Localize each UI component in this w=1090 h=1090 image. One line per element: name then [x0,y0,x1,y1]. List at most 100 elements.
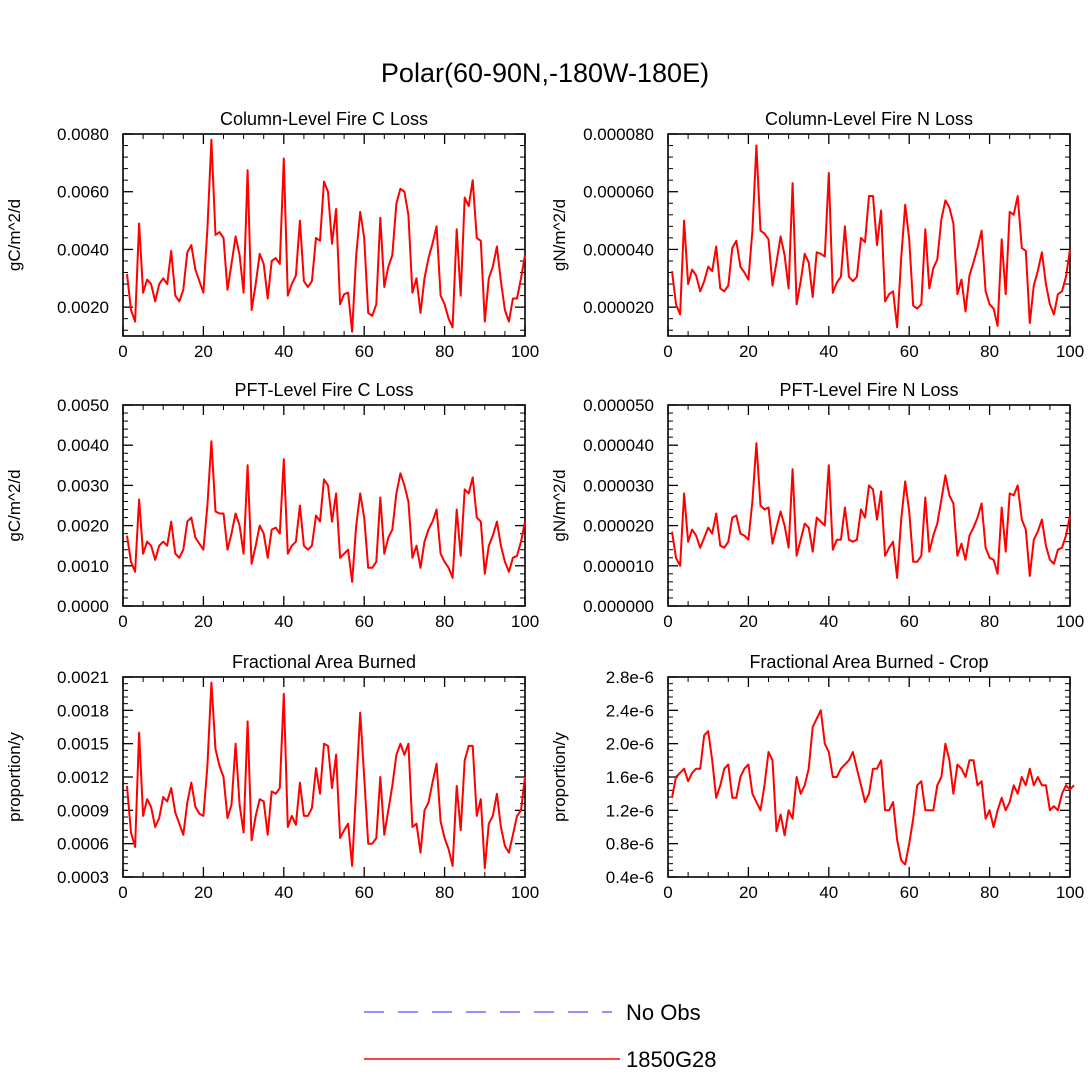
series-line-1850g28 [671,709,1075,866]
x-tick-label: 80 [435,612,454,631]
panel-title: Fractional Area Burned - Crop [749,652,988,672]
y-axis-label: gN/m^2/d [550,469,569,541]
y-tick-label: 0.0009 [57,801,109,820]
legend-label-no-obs: No Obs [626,1000,701,1025]
x-tick-label: 60 [900,612,919,631]
series-line-1850g28 [126,440,526,583]
x-tick-label: 20 [739,342,758,361]
plot-frame [667,676,1071,878]
series-line-1850g28 [671,442,1071,579]
x-tick-label: 60 [355,612,374,631]
y-tick-label: 0.0015 [57,735,109,754]
y-tick-label: 2.0e-6 [606,735,654,754]
x-tick-label: 0 [118,883,127,902]
x-tick-label: 0 [118,612,127,631]
plot-frame [122,133,526,337]
x-tick-label: 40 [819,883,838,902]
x-tick-label: 0 [663,883,672,902]
y-tick-label: 2.8e-6 [606,668,654,687]
x-tick-label: 80 [980,612,999,631]
x-tick-label: 0 [663,612,672,631]
panel-title: PFT-Level Fire C Loss [234,380,413,400]
panel-6: Fractional Area Burned - Crop proportion/… [550,652,1084,902]
y-tick-label: 0.0060 [57,183,109,202]
y-tick-label: 0.000050 [583,396,654,415]
y-tick-label: 0.4e-6 [606,868,654,887]
y-tick-label: 0.0050 [57,396,109,415]
x-tick-label: 20 [194,612,213,631]
y-tick-label: 0.0020 [57,517,109,536]
y-tick-label: 1.2e-6 [606,801,654,820]
y-tick-label: 0.000040 [583,240,654,259]
x-tick-label: 60 [900,883,919,902]
x-tick-label: 60 [900,342,919,361]
y-tick-label: 0.0040 [57,240,109,259]
y-tick-label: 0.0003 [57,868,109,887]
x-tick-label: 100 [511,612,539,631]
x-tick-label: 20 [194,883,213,902]
y-tick-label: 0.0010 [57,557,109,576]
y-axis-label: gN/m^2/d [550,199,569,271]
y-tick-label: 0.0080 [57,125,109,144]
y-tick-label: 2.4e-6 [606,701,654,720]
x-tick-label: 80 [435,342,454,361]
x-tick-label: 60 [355,342,374,361]
x-tick-label: 40 [819,342,838,361]
x-tick-label: 40 [274,883,293,902]
x-tick-label: 40 [274,612,293,631]
y-tick-label: 0.000030 [583,476,654,495]
panel-5: Fractional Area Burned proportion/y 0 20 40 6… [5,652,539,902]
y-tick-label: 0.0030 [57,476,109,495]
y-tick-label: 0.0021 [57,668,109,687]
y-tick-label: 0.000010 [583,557,654,576]
legend: No Obs 1850G28 [364,1000,717,1072]
x-tick-label: 20 [739,883,758,902]
panel-title: Column-Level Fire N Loss [765,109,973,129]
y-tick-label: 0.0012 [57,768,109,787]
x-tick-label: 80 [435,883,454,902]
panel-title: Column-Level Fire C Loss [220,109,428,129]
panel-1: Column-Level Fire C Loss gC/m^2/d 0 20 40 60 8… [5,109,539,361]
series-line-1850g28 [126,138,526,333]
legend-label-1850g28: 1850G28 [626,1047,717,1072]
x-tick-label: 40 [274,342,293,361]
y-axis-label: proportion/y [5,732,24,822]
y-tick-label: 0.000080 [583,125,654,144]
panel-2: Column-Level Fire N Loss gN/m^2/d 0 20 40 60 8… [550,109,1084,361]
y-tick-label: 0.000020 [583,298,654,317]
y-axis-label: gC/m^2/d [5,469,24,541]
plot-frame [667,133,1071,337]
x-tick-label: 40 [819,612,838,631]
figure-title: Polar(60-90N,-180W-180E) [381,58,709,88]
y-tick-label: 0.0006 [57,835,109,854]
x-tick-label: 100 [1056,342,1084,361]
x-tick-label: 0 [663,342,672,361]
y-tick-label: 0.000040 [583,436,654,455]
series-line-1850g28 [671,144,1071,329]
y-axis-label: proportion/y [550,732,569,822]
series-line-1850g28 [126,681,526,870]
x-tick-label: 20 [194,342,213,361]
panel-title: Fractional Area Burned [232,652,416,672]
panel-3: PFT-Level Fire C Loss gC/m^2/d 0 20 40 60 80 10… [5,380,539,631]
x-tick-label: 60 [355,883,374,902]
y-tick-label: 1.6e-6 [606,768,654,787]
x-tick-label: 100 [1056,883,1084,902]
x-tick-label: 100 [511,342,539,361]
panels: Column-Level Fire C Loss gC/m^2/d 0 20 40 60 8… [5,109,1084,902]
y-tick-label: 0.0020 [57,298,109,317]
y-tick-label: 0.0000 [57,597,109,616]
x-tick-label: 0 [118,342,127,361]
y-tick-label: 0.000000 [583,597,654,616]
y-tick-label: 0.8e-6 [606,835,654,854]
panel-title: PFT-Level Fire N Loss [779,380,958,400]
x-tick-label: 100 [511,883,539,902]
x-tick-label: 80 [980,342,999,361]
y-tick-label: 0.0018 [57,701,109,720]
panel-4: PFT-Level Fire N Loss gN/m^2/d 0 20 40 60 80 10… [550,380,1084,631]
x-tick-label: 100 [1056,612,1084,631]
y-tick-label: 0.000060 [583,183,654,202]
y-axis-label: gC/m^2/d [5,199,24,271]
x-tick-label: 80 [980,883,999,902]
